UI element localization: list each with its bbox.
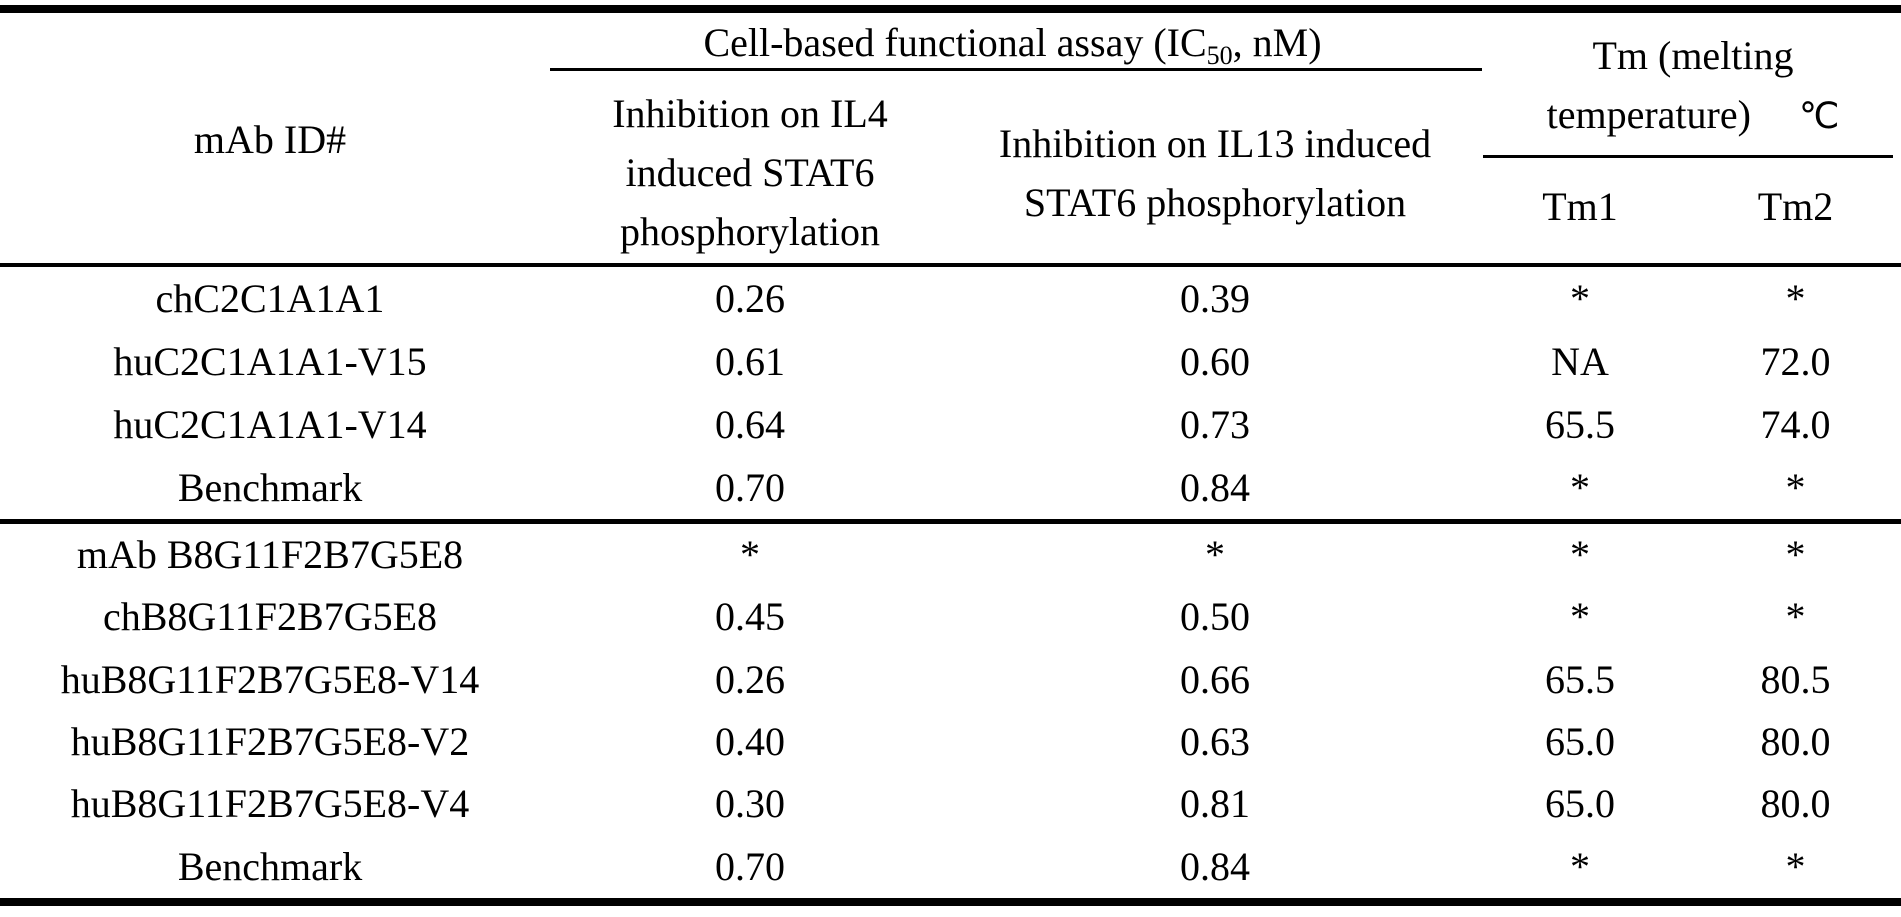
cell-tm2: *: [1785, 594, 1806, 640]
cell-il4-ic50: 0.70: [715, 464, 785, 510]
cell-tm1: NA: [1551, 338, 1609, 384]
cell-tm1: *: [1570, 532, 1590, 578]
table-row: mAb B8G11F2B7G5E8 * * * *: [0, 524, 1901, 586]
cell-il13-ic50: *: [1205, 532, 1225, 578]
cell-tm1: 65.0: [1545, 781, 1615, 827]
cell-il4-ic50: 0.61: [715, 338, 785, 384]
cell-tm2: 74.0: [1760, 401, 1831, 447]
table-bottom-border: [0, 898, 1901, 906]
cell-mab-id: mAb B8G11F2B7G5E8: [76, 532, 464, 578]
group-separator-rule: [0, 519, 1901, 524]
cell-il4-ic50: 0.45: [715, 594, 785, 640]
cell-il4-ic50: 0.40: [715, 719, 785, 765]
table-row: huC2C1A1A1-V14 0.64 0.73 65.5 74.0: [0, 393, 1901, 456]
cell-tm1: *: [1570, 275, 1590, 321]
cell-mab-id: Benchmark: [177, 464, 363, 510]
assay-group-underline: [550, 68, 1482, 71]
tm-header-line-2: temperature) ℃: [1485, 85, 1901, 146]
cell-il13-ic50: 0.66: [1180, 656, 1250, 702]
il4-header-line-1: Inhibition on IL4: [612, 91, 888, 136]
cell-mab-id: Benchmark: [177, 843, 363, 889]
table-row: Benchmark 0.70 0.84 * *: [0, 456, 1901, 519]
cell-tm2: *: [1785, 843, 1806, 889]
tm-header-temperature-label: temperature): [1546, 92, 1751, 137]
cell-il13-ic50: 0.39: [1180, 275, 1250, 321]
cell-mab-id: huB8G11F2B7G5E8-V4: [70, 781, 470, 827]
cell-il13-ic50: 0.60: [1180, 338, 1250, 384]
cell-tm2: 72.0: [1760, 338, 1831, 384]
cell-tm1: *: [1570, 464, 1590, 510]
cell-mab-id: huB8G11F2B7G5E8-V2: [70, 719, 470, 765]
cell-tm2: *: [1785, 275, 1806, 321]
il13-header-line-1: Inhibition on IL13 induced: [998, 121, 1432, 166]
assay-header-suffix: , nM): [1232, 20, 1322, 65]
il4-header-line-2: induced STAT6: [625, 150, 875, 195]
cell-tm2: 80.0: [1760, 781, 1831, 827]
table-row: huB8G11F2B7G5E8-V4 0.30 0.81 65.0 80.0: [0, 773, 1901, 835]
column-group-header-assay: Cell-based functional assay (IC50, nM): [540, 20, 1485, 79]
column-header-tm1: Tm1: [1542, 184, 1618, 229]
cell-tm1: *: [1570, 594, 1590, 640]
table-row: chB8G11F2B7G5E8 0.45 0.50 * *: [0, 586, 1901, 648]
cell-il13-ic50: 0.84: [1180, 843, 1250, 889]
cell-il13-ic50: 0.50: [1180, 594, 1250, 640]
cell-il4-ic50: 0.64: [715, 401, 785, 447]
table-row: chC2C1A1A1 0.26 0.39 * *: [0, 267, 1901, 330]
column-header-il4-inhibition: Inhibition on IL4 induced STAT6 phosphor…: [540, 84, 960, 261]
cell-il13-ic50: 0.63: [1180, 719, 1250, 765]
table-top-border: [0, 5, 1901, 13]
column-header-tm2: Tm2: [1757, 184, 1834, 229]
assay-header-ic50-subscript: 50: [1206, 41, 1233, 70]
table-row: huC2C1A1A1-V15 0.61 0.60 NA 72.0: [0, 330, 1901, 393]
assay-header-prefix: Cell-based functional assay (IC: [703, 20, 1207, 65]
cell-mab-id: chC2C1A1A1: [155, 275, 385, 321]
table-row: Benchmark 0.70 0.84 * *: [0, 836, 1901, 898]
cell-mab-id: huC2C1A1A1-V15: [113, 338, 427, 384]
cell-mab-id: chB8G11F2B7G5E8: [102, 594, 438, 640]
cell-il13-ic50: 0.73: [1180, 401, 1250, 447]
cell-il4-ic50: 0.26: [715, 275, 785, 321]
cell-tm2: *: [1785, 464, 1806, 510]
table-row: huB8G11F2B7G5E8-V14 0.26 0.66 65.5 80.5: [0, 649, 1901, 711]
cell-il13-ic50: 0.81: [1180, 781, 1250, 827]
column-group-header-tm: Tm (melting temperature) ℃: [1485, 26, 1901, 146]
cell-tm1: 65.0: [1545, 719, 1615, 765]
cell-tm1: 65.5: [1545, 401, 1615, 447]
celsius-unit-symbol: ℃: [1798, 96, 1840, 137]
cell-mab-id: huC2C1A1A1-V14: [113, 401, 427, 447]
column-header-il13-inhibition: Inhibition on IL13 induced STAT6 phospho…: [960, 114, 1470, 232]
cell-tm1: 65.5: [1545, 656, 1615, 702]
cell-il4-ic50: 0.70: [715, 843, 785, 889]
cell-il4-ic50: *: [740, 532, 760, 578]
cell-il13-ic50: 0.84: [1180, 464, 1250, 510]
table-row: huB8G11F2B7G5E8-V2 0.40 0.63 65.0 80.0: [0, 711, 1901, 773]
il13-header-line-2: STAT6 phosphorylation: [1023, 180, 1407, 225]
header-bottom-rule: [0, 263, 1901, 267]
il4-header-line-3: phosphorylation: [620, 209, 880, 254]
cell-tm1: *: [1570, 843, 1590, 889]
tm-group-underline: [1483, 155, 1893, 158]
cell-il4-ic50: 0.30: [715, 781, 785, 827]
tm-header-line-1: Tm (melting: [1592, 33, 1794, 78]
cell-il4-ic50: 0.26: [715, 656, 785, 702]
cell-tm2: 80.5: [1760, 656, 1831, 702]
table-body-group-1: chC2C1A1A1 0.26 0.39 * * huC2C1A1A1-V15 …: [0, 267, 1901, 519]
cell-tm2: 80.0: [1760, 719, 1831, 765]
column-header-mab-id: mAb ID#: [193, 117, 347, 162]
cell-tm2: *: [1785, 532, 1806, 578]
table-body-group-2: mAb B8G11F2B7G5E8 * * * * chB8G11F2B7G5E…: [0, 524, 1901, 898]
cell-mab-id: huB8G11F2B7G5E8-V14: [60, 656, 480, 702]
